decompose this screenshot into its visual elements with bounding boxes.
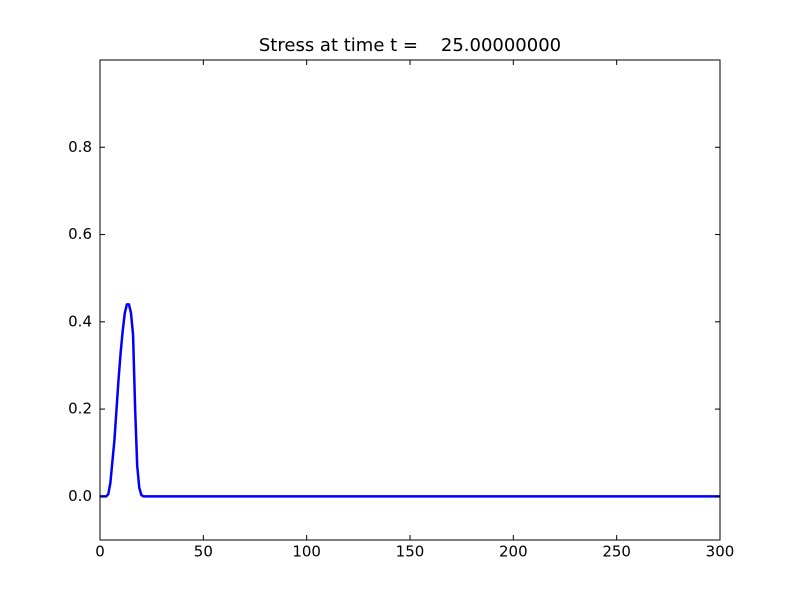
x-tick-label: 0 [95,543,105,561]
y-tick-label: 0.4 [68,312,92,330]
chart-title: Stress at time t = 25.00000000 [259,35,561,56]
x-tick-label: 250 [602,543,631,561]
x-tick-label: 100 [292,543,321,561]
x-tick-label: 50 [194,543,213,561]
x-tick-label: 300 [706,543,735,561]
x-tick-label: 150 [396,543,425,561]
y-tick-label: 0.0 [68,487,92,505]
y-tick-label: 0.6 [68,225,92,243]
x-tick-label: 200 [499,543,528,561]
y-tick-label: 0.2 [68,400,92,418]
data-line [100,303,720,498]
y-tick-label: 0.8 [68,138,92,156]
